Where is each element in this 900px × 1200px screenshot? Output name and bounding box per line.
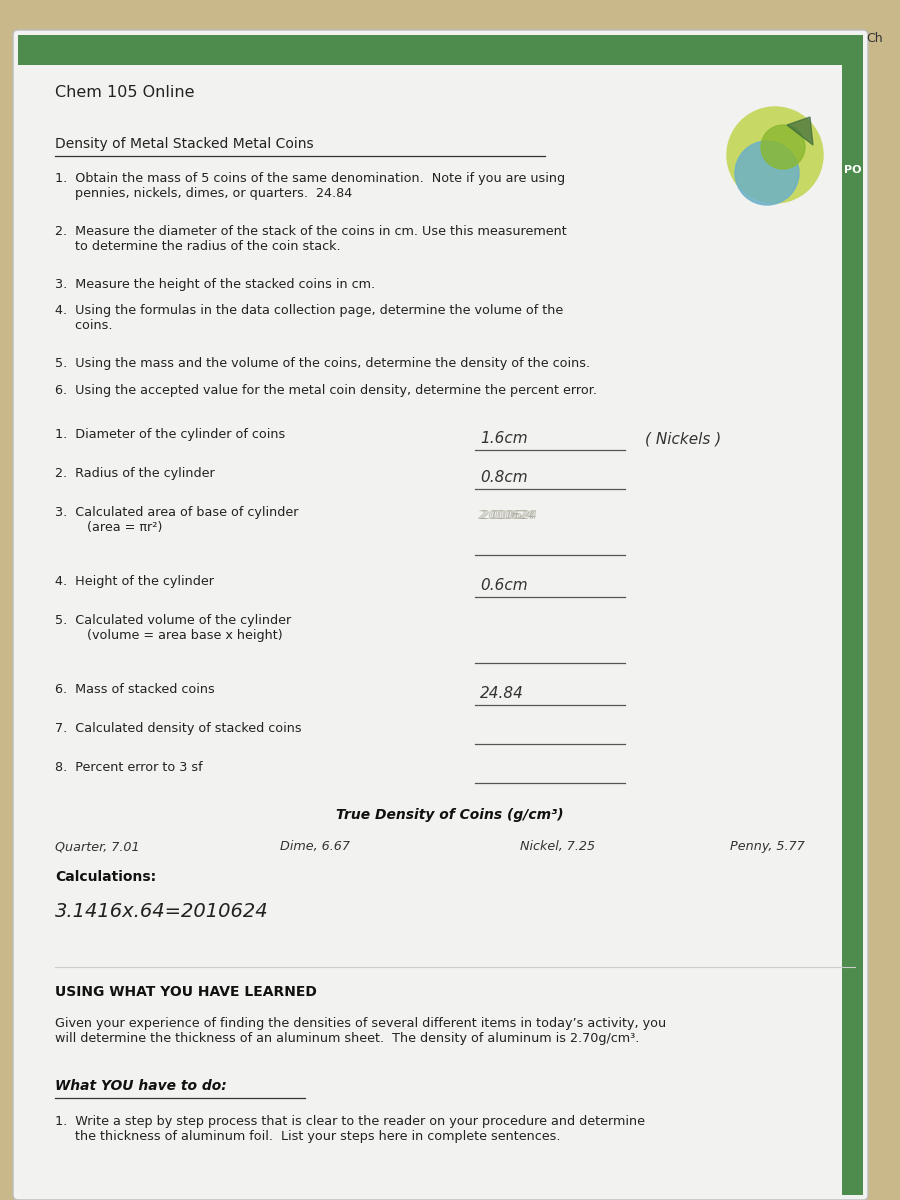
Text: 5.  Calculated volume of the cylinder
        (volume = area base x height): 5. Calculated volume of the cylinder (vo… [55,614,292,642]
Text: ( Nickels ): ( Nickels ) [645,432,721,446]
Text: What YOU have to do:: What YOU have to do: [55,1080,227,1093]
Text: 4.  Height of the cylinder: 4. Height of the cylinder [55,576,214,588]
Text: Density of Metal Stacked Metal Coins: Density of Metal Stacked Metal Coins [55,137,313,151]
Text: Dime, 6.67: Dime, 6.67 [280,840,350,853]
Text: 3.  Measure the height of the stacked coins in cm.: 3. Measure the height of the stacked coi… [55,278,375,290]
Bar [842,35,863,1195]
Circle shape [735,140,799,205]
Text: 3.  Calculated area of base of cylinder
        (area = πr²): 3. Calculated area of base of cylinder (… [55,506,299,534]
Text: USING WHAT YOU HAVE LEARNED: USING WHAT YOU HAVE LEARNED [55,985,317,1000]
Text: 5.  Using the mass and the volume of the coins, determine the density of the coi: 5. Using the mass and the volume of the … [55,358,590,371]
Text: 1.  Obtain the mass of 5 coins of the same denomination.  Note if you are using
: 1. Obtain the mass of 5 coins of the sam… [55,172,565,200]
Text: 6.  Mass of stacked coins: 6. Mass of stacked coins [55,684,215,696]
Text: 1.  Diameter of the cylinder of coins: 1. Diameter of the cylinder of coins [55,428,285,442]
Text: Calculations:: Calculations: [55,870,156,884]
Text: 7.  Calculated density of stacked coins: 7. Calculated density of stacked coins [55,722,302,736]
Text: Ch: Ch [867,31,883,44]
Text: 6.  Using the accepted value for the metal coin density, determine the percent e: 6. Using the accepted value for the meta… [55,384,597,397]
Text: Chem 105 Online: Chem 105 Online [55,85,194,100]
Text: Nickel, 7.25: Nickel, 7.25 [520,840,595,853]
Bar [18,35,863,65]
Text: PO: PO [844,164,861,175]
Text: 0.6cm: 0.6cm [480,578,527,594]
Circle shape [727,107,823,203]
Text: 2.  Radius of the cylinder: 2. Radius of the cylinder [55,468,215,480]
Text: Given your experience of finding the densities of several different items in tod: Given your experience of finding the den… [55,1018,666,1045]
Text: True Density of Coins (g/cm³): True Density of Coins (g/cm³) [337,809,563,822]
Text: 1.6cm: 1.6cm [480,432,527,446]
Text: 4.  Using the formulas in the data collection page, determine the volume of the
: 4. Using the formulas in the data collec… [55,305,563,332]
Text: Quarter, 7.01: Quarter, 7.01 [55,840,140,853]
FancyBboxPatch shape [13,30,868,1200]
Text: 2.  Measure the diameter of the stack of the coins in cm. Use this measurement
 : 2. Measure the diameter of the stack of … [55,224,567,253]
Text: 2.010624: 2.010624 [480,510,536,522]
Text: 0.8cm: 0.8cm [480,470,527,486]
Circle shape [761,125,805,169]
Text: 1.  Write a step by step process that is clear to the reader on your procedure a: 1. Write a step by step process that is … [55,1116,645,1144]
Text: 2.010624: 2.010624 [478,510,535,522]
Polygon shape [787,116,813,145]
Text: 24.84: 24.84 [480,686,524,702]
Text: Penny, 5.77: Penny, 5.77 [730,840,805,853]
Text: 2.010624: 2.010624 [482,510,538,522]
Text: 3.1416x.64=2010624: 3.1416x.64=2010624 [55,902,268,922]
Text: 8.  Percent error to 3 sf: 8. Percent error to 3 sf [55,762,202,774]
